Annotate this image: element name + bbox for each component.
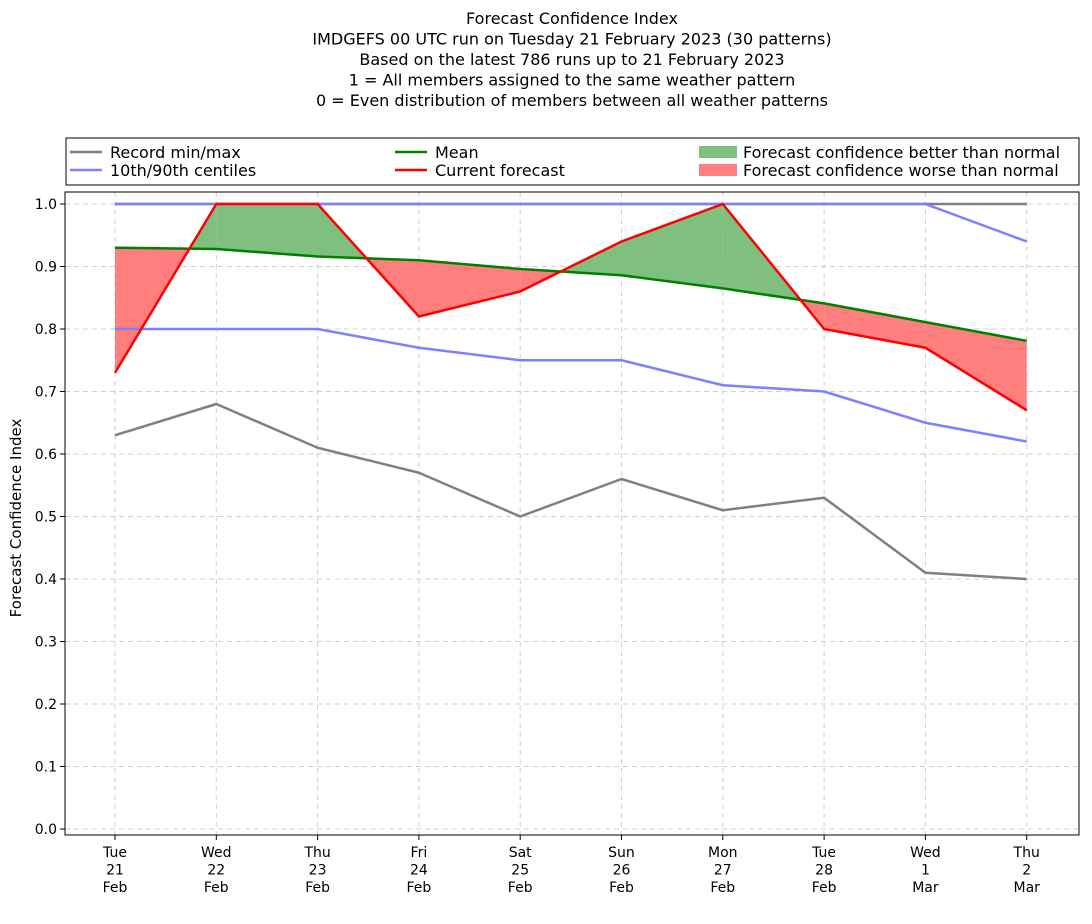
worse-than-normal-fill — [925, 322, 1027, 411]
better-than-normal-fill — [216, 204, 318, 257]
y-tick-label: 0.2 — [35, 697, 57, 713]
legend-label: Forecast confidence worse than normal — [743, 161, 1059, 180]
legend-box — [65, 137, 1080, 186]
x-tick-label: Thu — [1013, 845, 1040, 861]
title-line: Forecast Confidence Index — [466, 9, 678, 28]
x-tick-label: Feb — [204, 880, 229, 896]
x-tick-label: Sat — [509, 845, 532, 861]
better-than-normal-fill — [621, 204, 723, 289]
x-tick-label: Tue — [102, 845, 127, 861]
y-tick-label: 1.0 — [35, 197, 57, 213]
y-tick-label: 0.4 — [35, 572, 57, 588]
title-line: IMDGEFS 00 UTC run on Tuesday 21 Februar… — [312, 30, 831, 49]
x-tick-label: 23 — [309, 863, 327, 879]
y-tick-label: 0.7 — [35, 385, 57, 401]
current-forecast-line — [113, 202, 1028, 412]
axes-frame — [64, 191, 1080, 836]
chart-title: Forecast Confidence Index IMDGEFS 00 UTC … — [312, 9, 831, 110]
y-tick-label: 0.6 — [35, 447, 57, 463]
plot-area: 0.00.10.20.30.40.50.60.70.80.91.0Tue21Fe… — [35, 191, 1080, 896]
y-axis-label: Forecast Confidence Index — [7, 419, 25, 618]
legend-label: 10th/90th centiles — [110, 161, 256, 180]
x-tick-label: 22 — [207, 863, 225, 879]
legend-label: Current forecast — [435, 161, 565, 180]
x-tick-label: Wed — [910, 845, 941, 861]
x-tick-label: 1 — [921, 863, 930, 879]
worse-than-normal-fill — [418, 260, 521, 317]
x-tick-label: Feb — [103, 880, 128, 896]
x-tick-label: 27 — [714, 863, 732, 879]
x-tick-label: Feb — [407, 880, 432, 896]
legend-label: Record min/max — [110, 143, 241, 162]
legend-swatch-patch — [699, 146, 737, 158]
x-tick-label: Sun — [608, 845, 635, 861]
y-tick-label: 0.9 — [35, 260, 57, 276]
x-tick-label: Mar — [1013, 880, 1040, 896]
x-tick-label: Tue — [811, 845, 836, 861]
x-tick-label: 2 — [1022, 863, 1031, 879]
x-tick-label: Fri — [411, 845, 428, 861]
worse-than-normal-fill — [824, 303, 926, 348]
y-tick-label: 0.5 — [35, 510, 57, 526]
x-tick-label: 26 — [613, 863, 631, 879]
x-tick-label: Feb — [710, 880, 735, 896]
title-line: 1 = All members assigned to the same wea… — [349, 71, 796, 90]
x-tick-label: Feb — [508, 880, 533, 896]
y-tick-label: 0.3 — [35, 635, 57, 651]
legend-label: Mean — [435, 143, 479, 162]
x-tick-label: Mon — [708, 845, 738, 861]
legend-swatch-patch — [699, 164, 737, 176]
x-tick-label: Mar — [912, 880, 939, 896]
record-min-line — [114, 402, 1027, 581]
x-tick-label: Thu — [303, 845, 330, 861]
legend-label: Forecast confidence better than normal — [743, 143, 1060, 162]
title-line: Based on the latest 786 runs up to 21 Fe… — [359, 50, 784, 69]
y-tick-label: 0.1 — [35, 760, 57, 776]
mean-line — [114, 246, 1027, 343]
x-tick-label: 25 — [511, 863, 529, 879]
y-tick-label: 0.0 — [35, 822, 57, 838]
title-line: 0 = Even distribution of members between… — [316, 91, 828, 110]
x-tick-label: Feb — [812, 880, 837, 896]
x-tick-label: 21 — [106, 863, 124, 879]
x-tick-label: Feb — [609, 880, 634, 896]
x-tick-label: 24 — [410, 863, 428, 879]
p10-line — [115, 327, 1027, 443]
x-tick-label: Feb — [305, 880, 330, 896]
y-tick-label: 0.8 — [35, 322, 57, 338]
x-tick-label: Wed — [201, 845, 232, 861]
x-tick-label: 28 — [815, 863, 833, 879]
